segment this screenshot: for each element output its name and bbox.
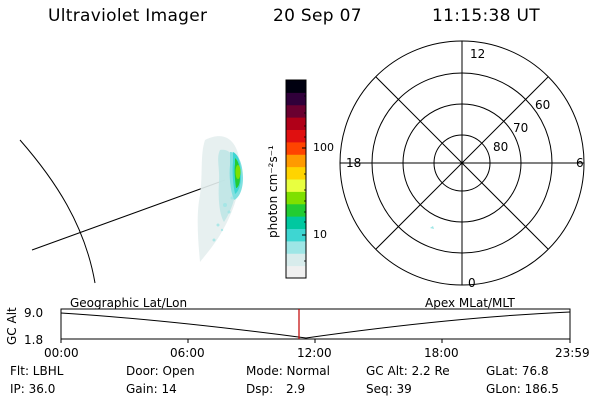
- timeline-y-top: 9.0: [24, 306, 44, 320]
- colorbar-cell: [286, 141, 306, 155]
- mlt-label-6: 6: [576, 156, 584, 170]
- colorbar-cell: [286, 154, 306, 168]
- colorbar-cell: [286, 228, 306, 242]
- instrument-title: Ultraviolet Imager: [48, 6, 208, 26]
- observation-time: 11:15:38 UT: [432, 6, 540, 26]
- colorbar-cell: [286, 179, 306, 192]
- timeline-x-tick-0000: 00:00: [44, 346, 79, 360]
- colorbar-tick-10: 10: [313, 228, 327, 241]
- colorbar-cell: [286, 117, 306, 131]
- mlt-label-12: 12: [470, 47, 486, 61]
- colorbar: [285, 79, 307, 279]
- dsp-value: 2.9: [286, 382, 306, 396]
- lat-label-60: 60: [535, 98, 551, 112]
- colorbar-cell: [286, 253, 306, 267]
- ip-status: IP: 36.0: [10, 382, 56, 396]
- colorbar-cell: [286, 203, 306, 217]
- gain-status: Gain: 14: [126, 382, 177, 396]
- timeline-x-tick-2359: 23:59: [555, 346, 590, 360]
- dsp-label: Dsp:: [246, 382, 274, 396]
- sun-line: [31, 179, 226, 251]
- panel-label-geographic: Geographic Lat/Lon: [70, 296, 188, 310]
- timeline-x-tick-1200: 12:00: [297, 346, 332, 360]
- colorbar-cell: [286, 80, 306, 93]
- colorbar-cell: [286, 216, 306, 230]
- glon-status: GLon: 186.5: [486, 382, 559, 396]
- gc-altitude-curve: [60, 311, 571, 339]
- aurora-emission: [197, 136, 243, 262]
- seq-status: Seq: 39: [366, 382, 412, 396]
- colorbar-cell: [286, 104, 306, 118]
- filter-status: Flt: LBHL: [10, 364, 64, 378]
- timeline-y-bottom: 1.8: [24, 333, 44, 347]
- colorbar-cell: [286, 191, 306, 205]
- timeline-x-tick-1800: 18:00: [424, 346, 459, 360]
- mlt-label-0: 0: [468, 276, 476, 290]
- panel-label-apex: Apex MLat/MLT: [425, 296, 515, 310]
- timeline-x-tick-0600: 06:00: [170, 346, 205, 360]
- observation-date: 20 Sep 07: [273, 6, 362, 26]
- lat-label-70: 70: [513, 121, 529, 135]
- polar-plot: [339, 40, 585, 286]
- colorbar-cell: [286, 92, 306, 106]
- timeline-axis-title: GC Alt: [5, 307, 19, 345]
- gc-alt-status: GC Alt: 2.2 Re: [366, 364, 450, 378]
- mlt-label-18: 18: [346, 156, 362, 170]
- colorbar-unit-label: photon cm⁻²s⁻¹: [266, 145, 280, 238]
- colorbar-cell: [286, 265, 306, 279]
- colorbar-cell: [286, 166, 306, 180]
- earth-limb-arc: [19, 139, 96, 284]
- glat-status: GLat: 76.8: [486, 364, 549, 378]
- colorbar-cell: [286, 240, 306, 254]
- colorbar-cell: [286, 129, 306, 143]
- door-status: Door: Open: [126, 364, 195, 378]
- lat-label-80: 80: [493, 140, 509, 154]
- geographic-image-panel: [19, 139, 226, 284]
- colorbar-tick-100: 100: [313, 141, 334, 154]
- mode-status: Mode: Normal: [246, 364, 330, 378]
- altitude-timeline: [60, 308, 571, 343]
